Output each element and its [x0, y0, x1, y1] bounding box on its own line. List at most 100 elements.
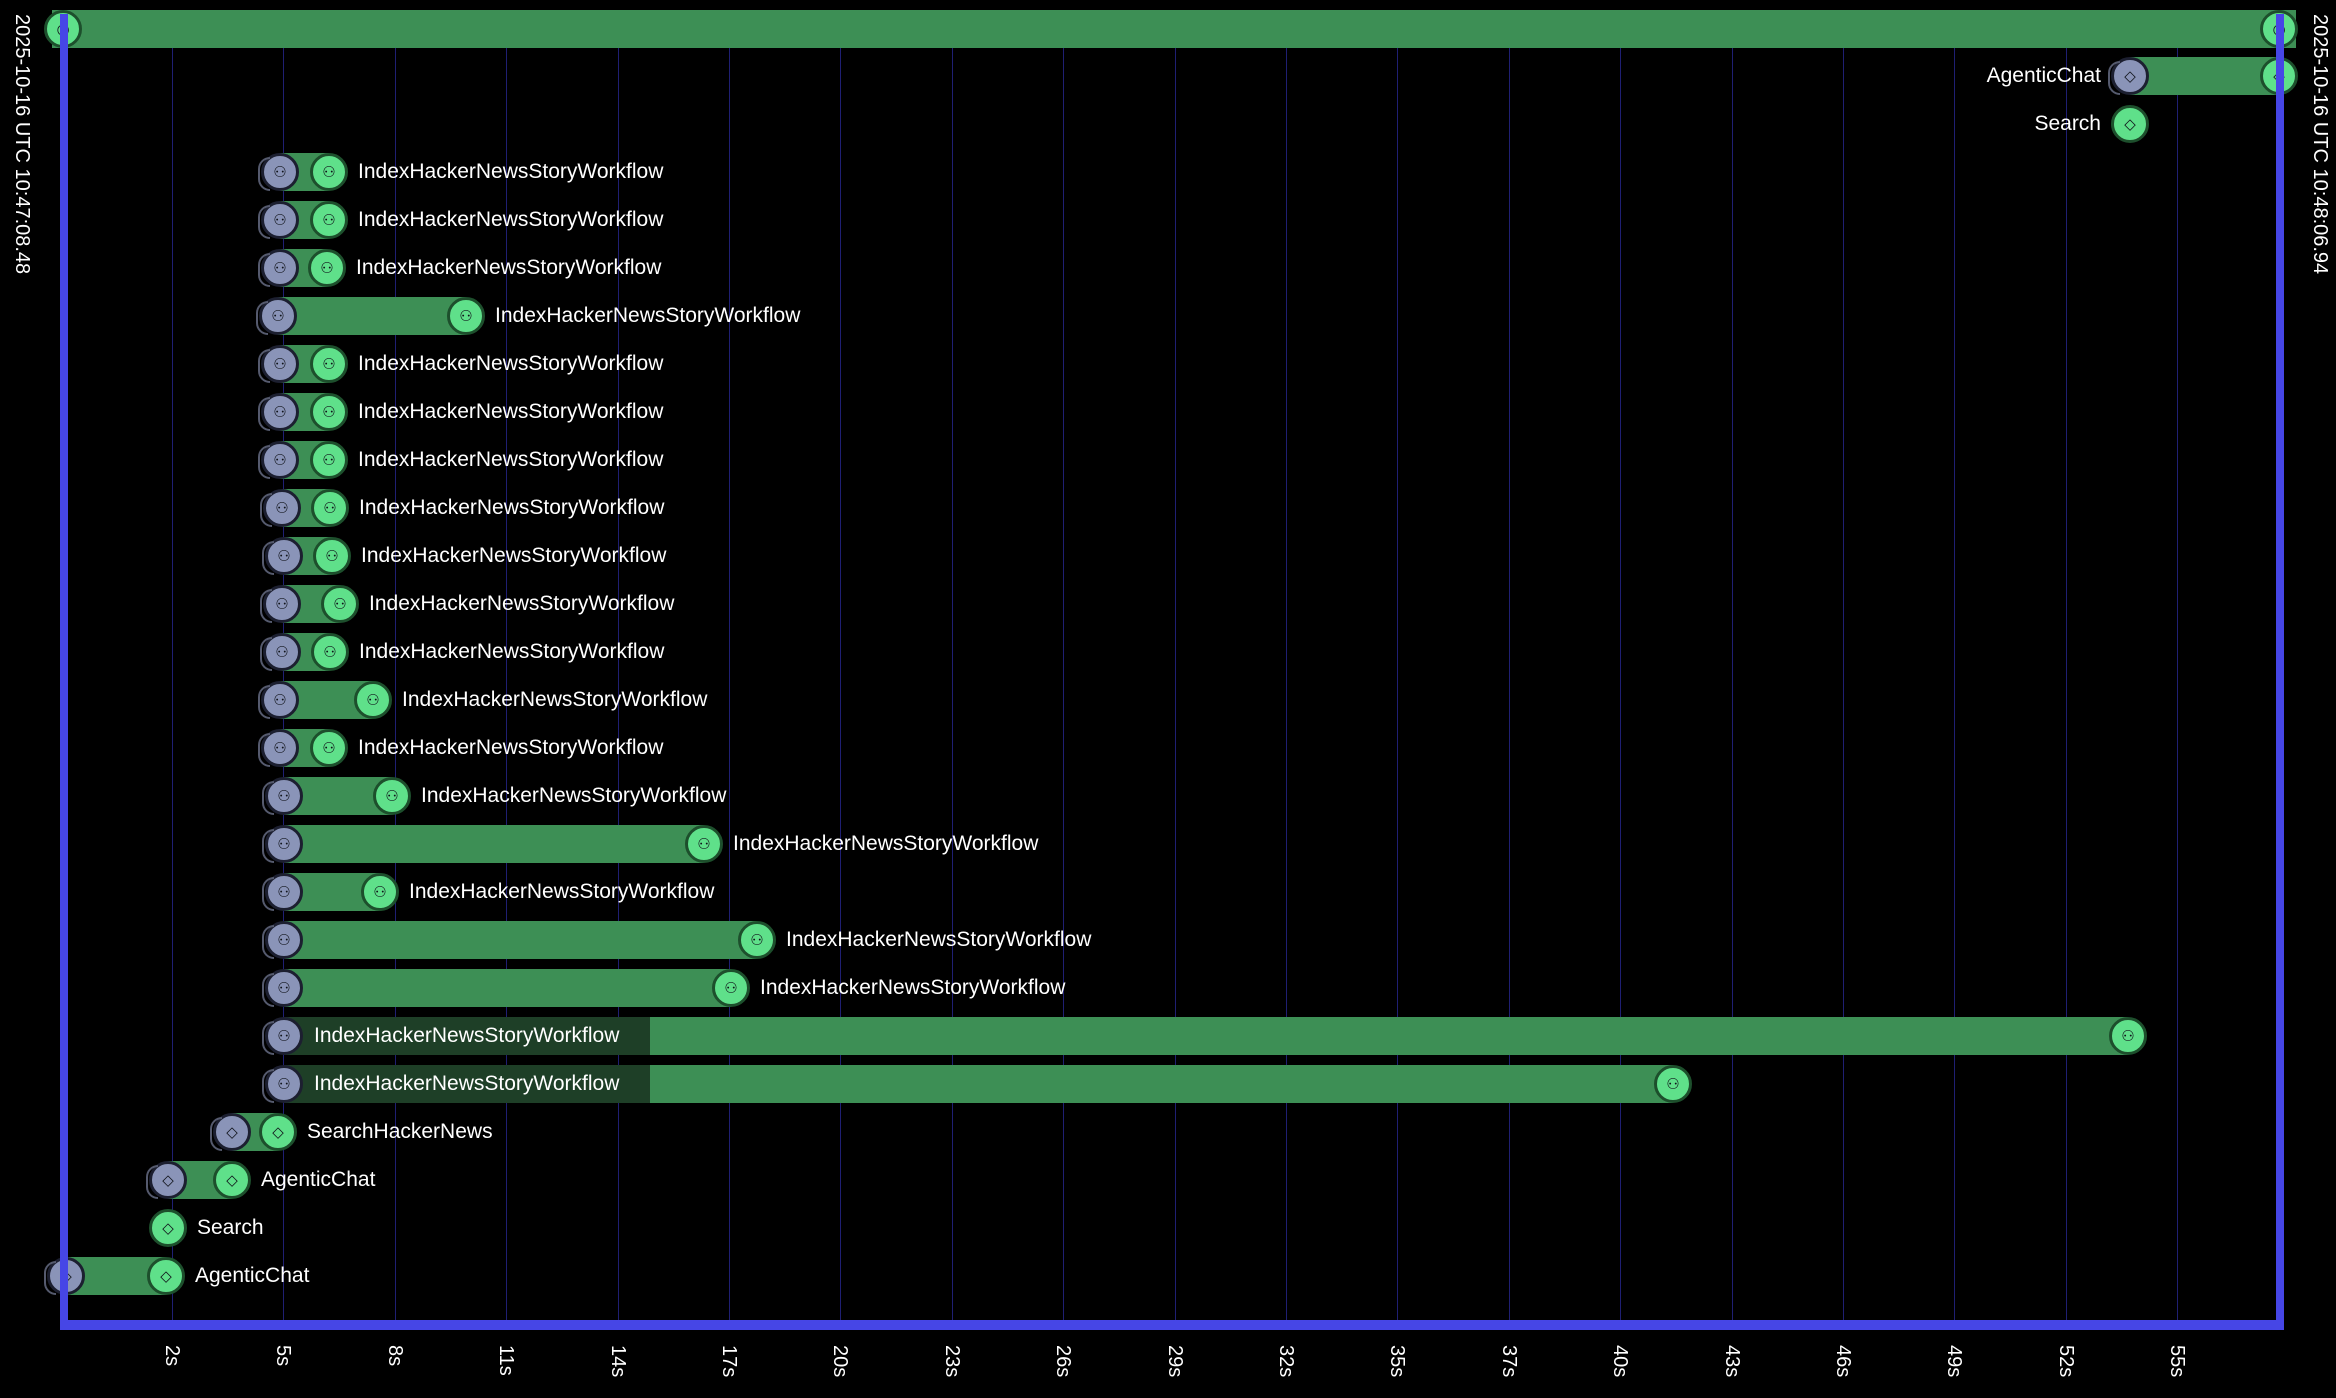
span-label: IndexHackerNewsStoryWorkflow: [356, 256, 662, 279]
workflow-icon: ⚇: [273, 354, 287, 373]
span-end-node[interactable]: ⚇: [321, 585, 359, 623]
span-label: Search: [2034, 112, 2101, 135]
tick-label: 2s: [161, 1345, 183, 1367]
workflow-icon: ⚇: [277, 1074, 291, 1093]
tick-label: 43s: [1721, 1345, 1743, 1378]
span-bar[interactable]: [284, 825, 704, 863]
span-label: IndexHackerNewsStoryWorkflow: [358, 160, 664, 183]
span-start-node[interactable]: ⚇: [262, 1065, 303, 1103]
workflow-icon: ⚇: [322, 450, 336, 469]
span-end-node[interactable]: ⚇: [311, 489, 349, 527]
span-start-node[interactable]: ◇: [146, 1161, 187, 1199]
span-start-node[interactable]: ⚇: [258, 681, 299, 719]
span-end-node[interactable]: ⚇: [310, 201, 348, 239]
span-end-node[interactable]: ⚇: [1654, 1065, 1692, 1103]
workflow-icon: ⚇: [322, 354, 336, 373]
span-end-node[interactable]: ⚇: [310, 345, 348, 383]
span-end-node[interactable]: ⚇: [310, 153, 348, 191]
span-end-node[interactable]: ⚇: [361, 873, 399, 911]
span-end-node[interactable]: ⚇: [310, 729, 348, 767]
span-end-node[interactable]: ⚇: [308, 249, 346, 287]
timeline-start-marker: [60, 14, 68, 1330]
workflow-icon: ⚇: [273, 162, 287, 181]
span-label: Search: [197, 1216, 264, 1239]
span-end-node[interactable]: ⚇: [447, 297, 485, 335]
span-start-node[interactable]: ⚇: [258, 249, 299, 287]
span-start-node[interactable]: ⚇: [262, 777, 303, 815]
grid-line: [506, 14, 507, 1324]
grid-line: [1175, 14, 1176, 1324]
span-end-node[interactable]: ⚇: [738, 921, 776, 959]
span-end-node[interactable]: ⚇: [354, 681, 392, 719]
workflow-icon: ⚇: [273, 210, 287, 229]
grid-line: [1509, 14, 1510, 1324]
tick-label: 40s: [1609, 1345, 1631, 1378]
workflow-icon: ⚇: [275, 642, 289, 661]
workflow-icon: ⚇: [277, 978, 291, 997]
span-end-node[interactable]: ⚇: [310, 393, 348, 431]
workflow-icon: ⚇: [273, 738, 287, 757]
workflow-icon: ⚇: [724, 978, 738, 997]
span-bar[interactable]: [284, 921, 757, 959]
span-bar[interactable]: [284, 969, 731, 1007]
span-start-node[interactable]: ⚇: [258, 441, 299, 479]
span-start-node[interactable]: ⚇: [262, 873, 303, 911]
span-start-node[interactable]: ◇: [210, 1113, 251, 1151]
span-start-node[interactable]: ⚇: [260, 585, 301, 623]
span-label: AgenticChat: [195, 1264, 310, 1287]
tick-label: 11s: [495, 1345, 517, 1376]
span-start-node[interactable]: ⚇: [260, 633, 301, 671]
span-start-node[interactable]: ⚇: [258, 729, 299, 767]
span-start-node[interactable]: ◇: [2108, 57, 2149, 95]
workflow-icon: ⚇: [322, 210, 336, 229]
tick-label: 17s: [718, 1345, 740, 1378]
span-start-node[interactable]: ⚇: [258, 201, 299, 239]
grid-line: [952, 14, 953, 1324]
workflow-icon: ⚇: [2121, 1026, 2135, 1045]
span-end-node[interactable]: ⚇: [310, 441, 348, 479]
span-end-node[interactable]: ⚇: [373, 777, 411, 815]
span-end-node[interactable]: ◇: [213, 1161, 251, 1199]
span-start-node[interactable]: ⚇: [260, 489, 301, 527]
span-label: IndexHackerNewsStoryWorkflow: [314, 1024, 620, 1047]
workflow-run-bar[interactable]: [52, 10, 2296, 48]
span-start-node[interactable]: ⚇: [256, 297, 297, 335]
span-start-node[interactable]: ⚇: [258, 393, 299, 431]
start-timestamp: 2025-10-16 UTC 10:47:08.48: [11, 14, 33, 275]
span-end-node[interactable]: ◇: [147, 1257, 185, 1295]
span-end-node[interactable]: ⚇: [311, 633, 349, 671]
tick-label: 8s: [384, 1345, 406, 1367]
span-bar[interactable]: [278, 297, 466, 335]
tick-label: 32s: [1275, 1345, 1297, 1378]
span-start-node[interactable]: ⚇: [258, 345, 299, 383]
workflow-icon: ⚇: [277, 834, 291, 853]
span-start-node[interactable]: ⚇: [262, 825, 303, 863]
span-bar[interactable]: [2130, 57, 2279, 95]
tick-label: 35s: [1386, 1345, 1408, 1378]
span-end-node[interactable]: ⚇: [2109, 1017, 2147, 1055]
workflow-icon: ⚇: [275, 594, 289, 613]
span-start-node[interactable]: ⚇: [258, 153, 299, 191]
grid-line: [1732, 14, 1733, 1324]
tick-label: 37s: [1498, 1345, 1520, 1378]
span-end-node[interactable]: ◇: [2111, 105, 2149, 143]
span-end-node[interactable]: ⚇: [313, 537, 351, 575]
span-start-node[interactable]: ⚇: [262, 921, 303, 959]
span-end-node[interactable]: ⚇: [685, 825, 723, 863]
span-start-node[interactable]: ⚇: [262, 1017, 303, 1055]
end-timestamp: 2025-10-16 UTC 10:48:06.94: [2309, 14, 2331, 275]
span-label: IndexHackerNewsStoryWorkflow: [359, 496, 665, 519]
workflow-icon: ⚇: [333, 594, 347, 613]
workflow-icon: ⚇: [273, 450, 287, 469]
span-start-node[interactable]: ⚇: [262, 969, 303, 1007]
span-end-node[interactable]: ⚇: [712, 969, 750, 1007]
span-start-node[interactable]: ⚇: [262, 537, 303, 575]
diamond-icon: ◇: [2124, 66, 2136, 85]
span-label: IndexHackerNewsStoryWorkflow: [409, 880, 715, 903]
grid-line: [1397, 14, 1398, 1324]
tick-label: 49s: [1943, 1345, 1965, 1378]
workflow-icon: ⚇: [750, 930, 764, 949]
span-end-node[interactable]: ◇: [149, 1209, 187, 1247]
span-end-node[interactable]: ◇: [259, 1113, 297, 1151]
